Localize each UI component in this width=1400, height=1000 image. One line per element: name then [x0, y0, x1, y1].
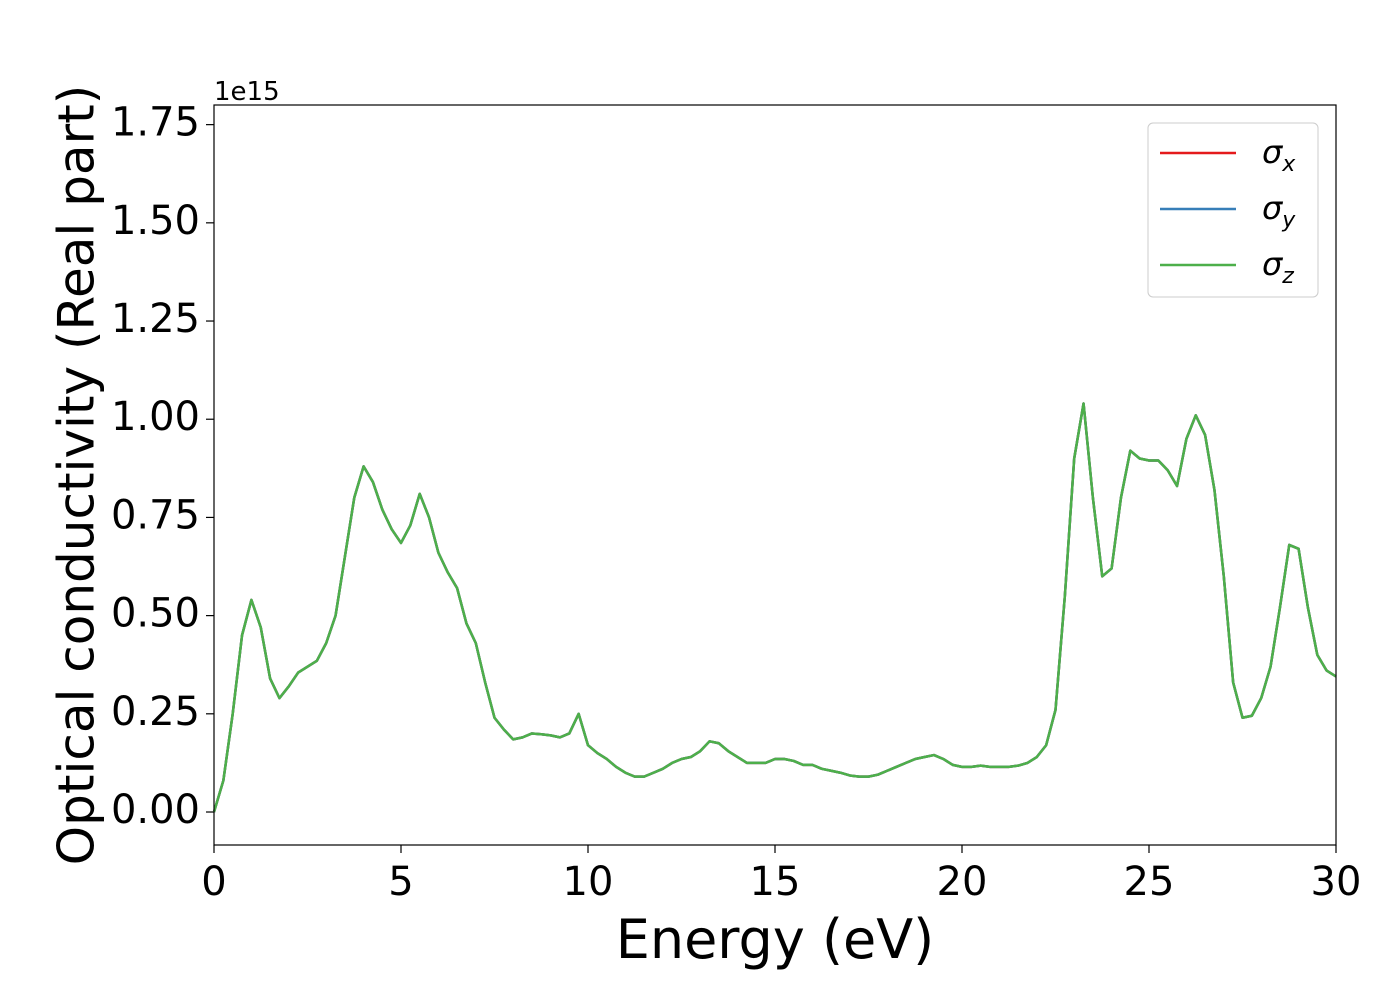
legend-label: σy [1262, 189, 1296, 233]
plot-frame [213, 104, 1337, 846]
legend-label: σx [1262, 133, 1296, 177]
x-axis-label: Energy (eV) [616, 908, 935, 971]
series-line [212, 402, 1337, 813]
series-line [212, 402, 1337, 813]
y-axis-label: Optical conductivity (Real part) [48, 85, 106, 866]
x-tick-label: 0 [201, 859, 226, 905]
x-tick-label: 5 [388, 859, 413, 905]
x-tick-label: 10 [563, 859, 614, 905]
y-tick-label: 0.75 [111, 492, 200, 538]
x-tick-label: 30 [1311, 859, 1362, 905]
y-tick-label: 0.25 [111, 689, 200, 735]
series-line [212, 402, 1337, 813]
legend-label: σz [1262, 245, 1294, 289]
y-tick-label: 1.50 [111, 198, 200, 244]
y-tick-label: 1.25 [111, 296, 200, 342]
x-tick-label: 25 [1124, 859, 1175, 905]
y-tick-label: 1.00 [111, 394, 200, 440]
x-tick-label: 15 [750, 859, 801, 905]
y-tick-label: 0.00 [111, 787, 200, 833]
y-tick-label: 1.75 [111, 100, 200, 146]
x-tick-label: 20 [937, 859, 988, 905]
offset-label: 1e15 [214, 77, 280, 107]
y-tick-label: 0.50 [111, 591, 200, 637]
